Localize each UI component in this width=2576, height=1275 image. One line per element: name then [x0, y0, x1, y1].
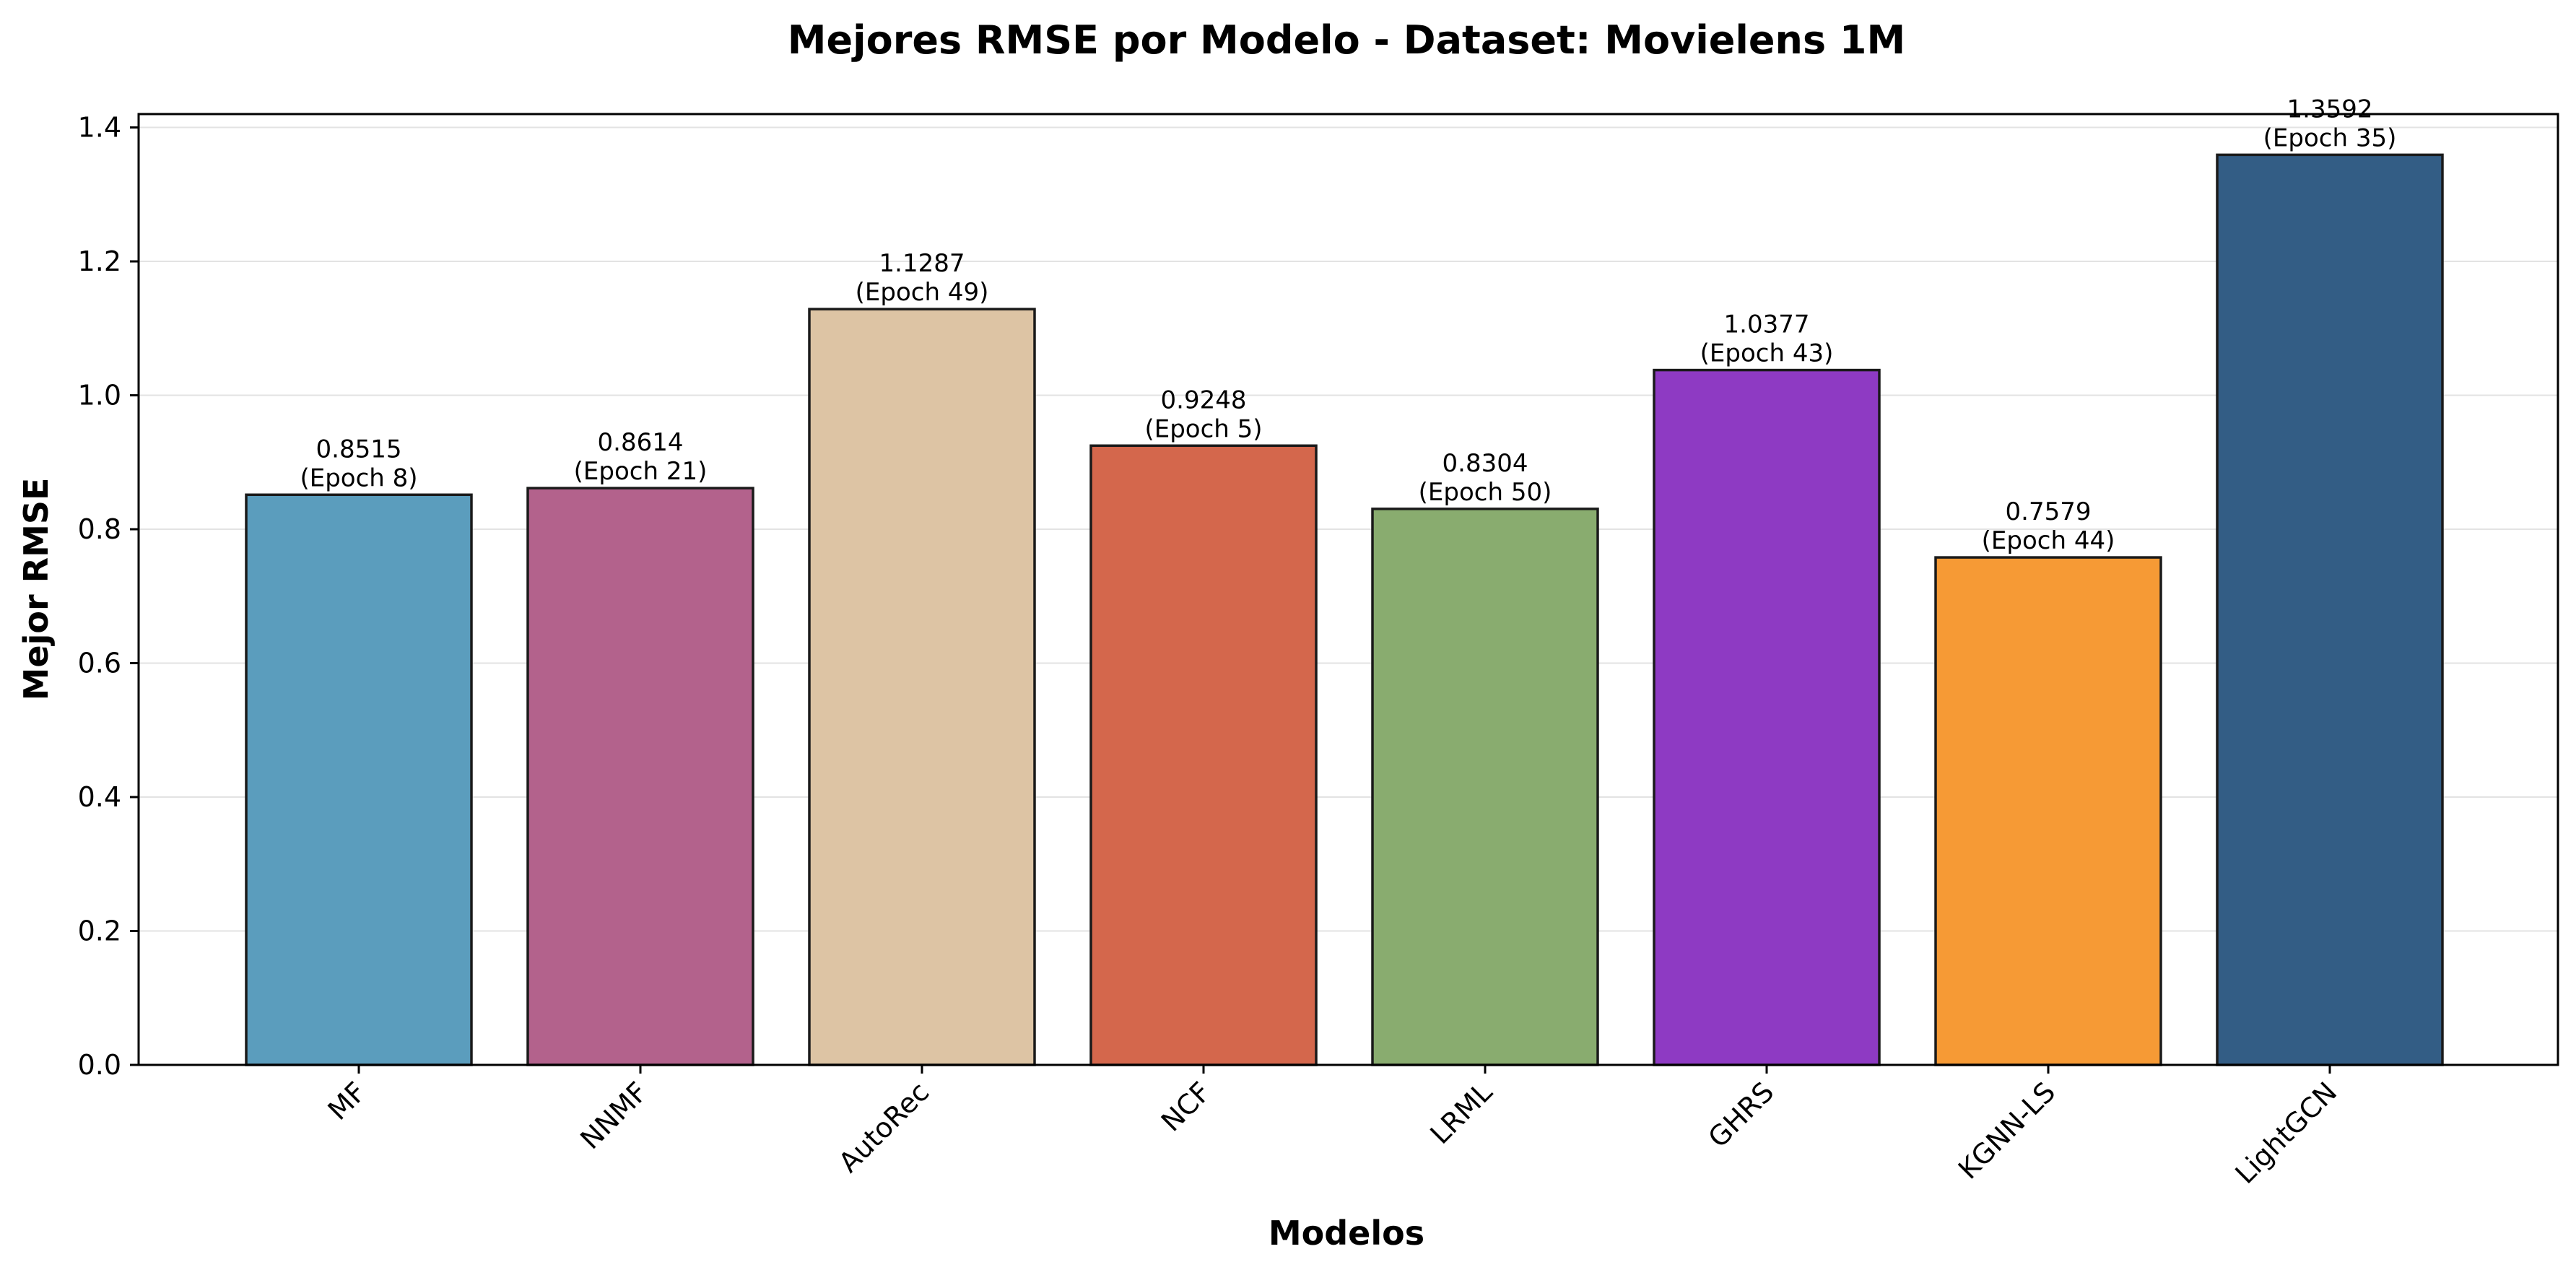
data-labels: 0.8515(Epoch 8)0.8614(Epoch 21)1.1287(Ep…: [300, 95, 2396, 555]
y-tick-label: 0.4: [78, 781, 121, 813]
bar-ncf: [1089, 444, 1318, 1066]
bar-kgnn-ls: [1934, 556, 2162, 1066]
chart-title: Mejores RMSE por Modelo - Dataset: Movie…: [788, 17, 1905, 63]
x-tick-label: KGNN-LS: [1952, 1076, 2061, 1185]
bar-ghrs: [1653, 368, 1881, 1066]
epoch-label: (Epoch 43): [1700, 339, 1834, 368]
y-tick-label: 1.2: [78, 245, 121, 277]
epoch-label: (Epoch 35): [2263, 123, 2397, 152]
x-axis-label: Modelos: [1269, 1214, 1424, 1253]
x-tick-label: LRML: [1424, 1076, 1498, 1150]
bar-lrml: [1371, 508, 1599, 1066]
epoch-label: (Epoch 49): [856, 278, 989, 307]
grid-lines: [139, 126, 2558, 1066]
bar-autorec: [808, 308, 1036, 1066]
y-axis-ticks: 0.0 0.2 0.4 0.6 0.8 1.0 1.2 1.4: [78, 112, 139, 1081]
value-label: 0.8304: [1443, 449, 1528, 478]
x-tick-label: LightGCN: [2229, 1076, 2344, 1190]
epoch-label: (Epoch 5): [1144, 414, 1262, 443]
value-label: 1.0377: [1724, 310, 1810, 339]
value-label: 0.8515: [316, 435, 402, 464]
bars: [245, 153, 2444, 1066]
x-axis-ticks: MF NNMF AutoRec NCF LRML GHRS KGNN-LS LightGCN: [322, 1065, 2344, 1190]
x-tick-label: NCF: [1155, 1076, 1217, 1137]
y-axis-label: Mejor RMSE: [17, 478, 56, 701]
y-tick-label: 1.4: [78, 112, 121, 144]
x-tick-label: GHRS: [1702, 1076, 1780, 1154]
y-tick-label: 0.0: [78, 1049, 121, 1081]
y-tick-label: 0.8: [78, 513, 121, 545]
value-label: 0.8614: [598, 428, 684, 457]
y-tick-label: 0.2: [78, 915, 121, 947]
value-label: 1.1287: [879, 249, 965, 278]
plot-frame: [137, 113, 2559, 1066]
bar-mf: [245, 493, 473, 1066]
value-label: 0.9248: [1161, 386, 1247, 414]
value-label: 0.7579: [2006, 497, 2092, 526]
epoch-label: (Epoch 44): [1982, 526, 2115, 555]
y-tick-label: 1.0: [78, 380, 121, 412]
x-tick-label: MF: [322, 1076, 373, 1126]
bar-lightgcn: [2216, 153, 2444, 1066]
y-tick-label: 0.6: [78, 648, 121, 679]
epoch-label: (Epoch 21): [574, 457, 708, 486]
epoch-label: (Epoch 50): [1419, 478, 1552, 507]
x-tick-label: AutoRec: [832, 1076, 935, 1178]
bar-nnmf: [526, 487, 754, 1066]
x-tick-label: NNMF: [574, 1076, 653, 1155]
value-label: 1.3592: [2287, 95, 2373, 123]
epoch-label: (Epoch 8): [300, 464, 417, 492]
